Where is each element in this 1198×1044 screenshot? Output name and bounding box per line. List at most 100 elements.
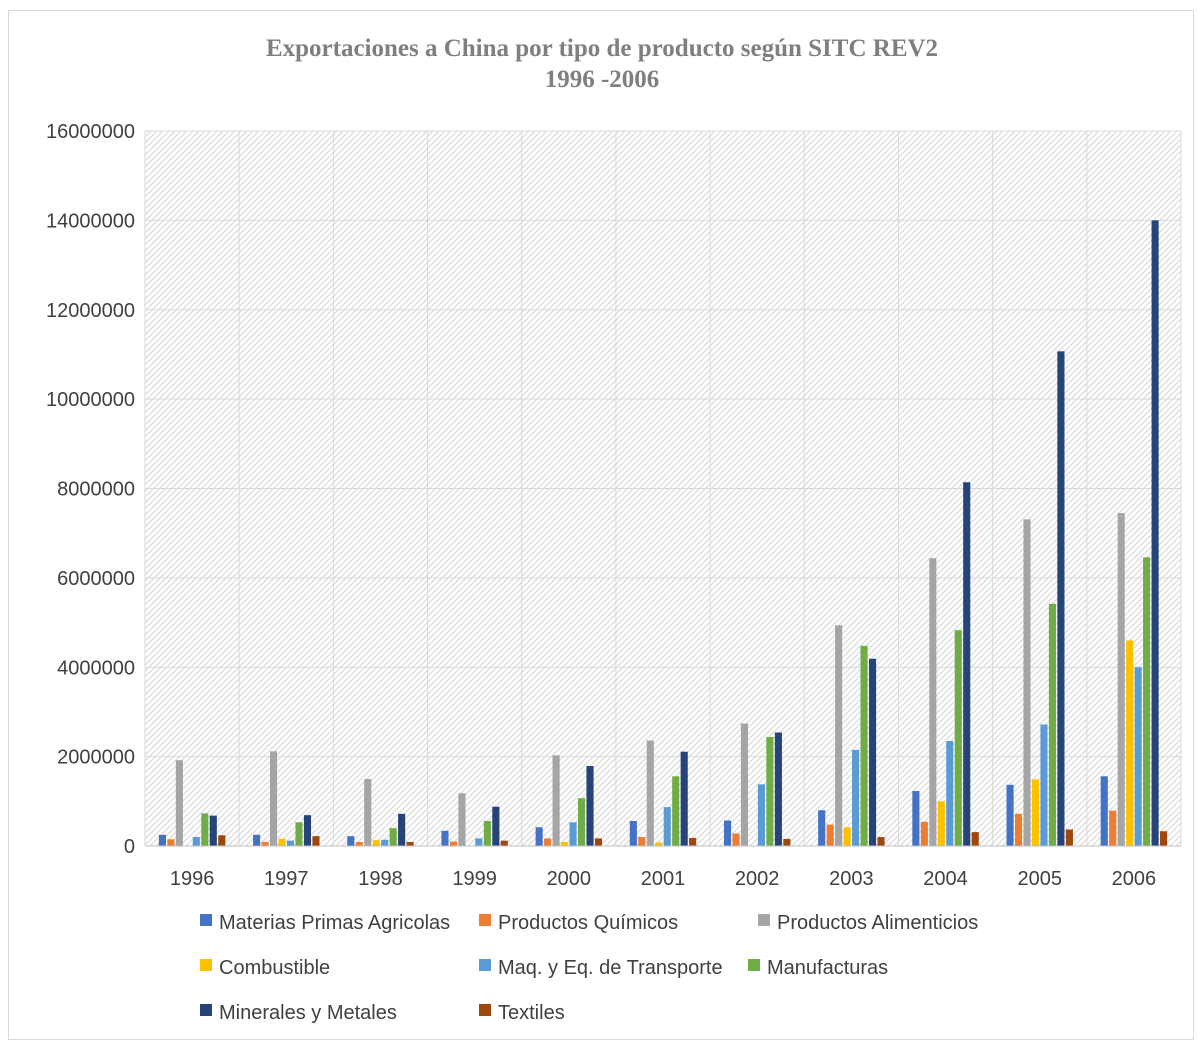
- legend-swatch: [479, 1004, 491, 1016]
- bar: [364, 778, 372, 846]
- y-tick-label: 16000000: [46, 121, 135, 143]
- chart-title: Exportaciones a China por tipo de produc…: [9, 33, 1195, 95]
- legend-item: Materias Primas Agricolas: [200, 912, 450, 934]
- bar: [1048, 603, 1057, 846]
- y-tick-label: 8000000: [57, 479, 135, 501]
- legend-swatch: [479, 914, 491, 926]
- bar: [561, 841, 569, 846]
- bar: [1023, 519, 1031, 846]
- legend-item: Productos Químicos: [479, 912, 678, 934]
- bar: [295, 822, 303, 846]
- bar: [406, 841, 414, 846]
- bar: [954, 630, 962, 846]
- bar: [689, 837, 697, 846]
- bar: [937, 801, 945, 846]
- bar: [167, 839, 175, 846]
- bar: [877, 837, 885, 846]
- bar: [852, 749, 860, 846]
- bar: [826, 824, 834, 846]
- bar: [1014, 813, 1023, 846]
- legend-label: Textiles: [498, 1002, 565, 1024]
- legend-swatch: [479, 959, 491, 971]
- bar: [218, 835, 226, 846]
- legend-item: Combustible: [200, 957, 330, 979]
- bar: [629, 820, 637, 846]
- bar: [963, 482, 971, 846]
- bar: [261, 841, 269, 846]
- legend-swatch: [748, 959, 760, 971]
- y-tick-label: 14000000: [46, 210, 135, 232]
- x-tick-label: 2004: [923, 868, 968, 890]
- y-tick-label: 10000000: [46, 389, 135, 411]
- chart-title-line1: Exportaciones a China por tipo de produc…: [265, 35, 939, 62]
- bar: [355, 841, 363, 846]
- bar: [577, 798, 586, 846]
- bar: [783, 838, 791, 846]
- bar: [774, 732, 782, 846]
- bar: [492, 806, 500, 846]
- bar: [347, 836, 355, 846]
- bar: [209, 815, 217, 846]
- bar: [278, 838, 286, 846]
- bar: [638, 837, 646, 846]
- legend-item: Minerales y Metales: [200, 1002, 397, 1024]
- legend-item: Productos Alimenticios: [758, 912, 978, 934]
- legend-swatch: [200, 959, 212, 971]
- bar: [303, 815, 312, 846]
- legend-label: Minerales y Metales: [219, 1002, 397, 1024]
- gridlines: [144, 130, 1182, 846]
- bar: [723, 820, 732, 846]
- x-tick-label: 1997: [264, 868, 309, 890]
- legend-label: Productos Alimenticios: [777, 912, 978, 934]
- bar: [946, 740, 954, 846]
- x-tick-label: 1999: [452, 868, 497, 890]
- bar: [663, 807, 671, 846]
- legend-item: Manufacturas: [748, 957, 888, 979]
- bar: [766, 736, 774, 846]
- axes: 0 2000000 4000000 6000000 8000000 10000000 120…: [46, 121, 1181, 890]
- bar: [1143, 557, 1151, 846]
- x-tick-label: 2006: [1112, 868, 1157, 890]
- legend-swatch: [200, 1004, 212, 1016]
- legend-swatch: [200, 914, 212, 926]
- bar: [860, 645, 868, 846]
- bar: [535, 827, 543, 846]
- bar: [1160, 831, 1168, 846]
- bar: [483, 820, 491, 846]
- bar: [1100, 776, 1108, 846]
- bar: [449, 841, 458, 846]
- bars: [158, 220, 1168, 846]
- x-tick-label: 1996: [170, 868, 215, 890]
- x-tick-label: 2001: [641, 868, 686, 890]
- bar: [175, 760, 183, 846]
- bar: [192, 837, 200, 846]
- bar: [594, 838, 603, 846]
- bar: [286, 840, 295, 846]
- bar: [1151, 220, 1159, 846]
- y-tick-label: 12000000: [46, 300, 135, 322]
- bar: [398, 813, 406, 846]
- bar: [1126, 640, 1134, 846]
- bar: [843, 827, 851, 846]
- bar: [253, 834, 261, 846]
- x-tick-label: 2003: [829, 868, 874, 890]
- bar: [544, 838, 552, 846]
- bar: [569, 822, 577, 846]
- bar: [655, 842, 663, 846]
- y-tick-label: 2000000: [57, 747, 135, 769]
- legend-label: Maq. y Eq. de Transporte: [498, 957, 723, 979]
- legend-label: Productos Químicos: [498, 912, 678, 934]
- bar: [1040, 724, 1048, 846]
- x-tick-label: 2005: [1017, 868, 1062, 890]
- bar: [381, 839, 389, 846]
- bar: [929, 558, 937, 846]
- legend-swatch: [758, 914, 770, 926]
- bar: [158, 834, 166, 846]
- bar: [757, 784, 765, 846]
- legend-label: Combustible: [219, 957, 330, 979]
- bar: [372, 840, 380, 846]
- bar: [389, 828, 397, 846]
- bar: [475, 838, 483, 846]
- legend-label: Materias Primas Agricolas: [219, 912, 450, 934]
